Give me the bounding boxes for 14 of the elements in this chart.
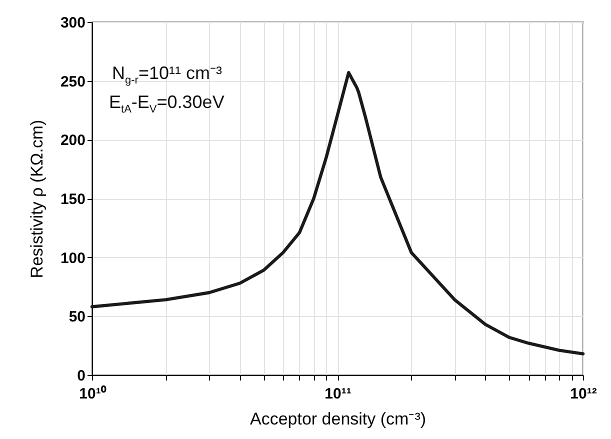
y-tick-label: 50 — [68, 308, 86, 326]
x-tick-label: 10¹¹ — [324, 386, 352, 402]
y-tick-label: 300 — [60, 14, 86, 32]
x-axis-title: Acceptor density (cm⁻³) — [250, 410, 426, 428]
y-tick-label: 150 — [60, 191, 86, 208]
y-tick-label: 250 — [60, 73, 86, 90]
annotation: N$_{g-r}$=10¹¹ cm⁻³ — [112, 62, 222, 87]
annotation: E$_{tA}$-E$_{V}$=0.30eV — [109, 92, 224, 116]
y-tick-label: 100 — [60, 250, 86, 267]
y-tick-label: 200 — [60, 132, 86, 150]
x-tick-label: 10¹⁰ — [79, 384, 107, 402]
y-axis-title: Resistivity ρ (KΩ.cm) — [27, 120, 46, 278]
x-tick-label: 10¹² — [570, 386, 597, 402]
y-tick-label: 0 — [77, 368, 86, 384]
